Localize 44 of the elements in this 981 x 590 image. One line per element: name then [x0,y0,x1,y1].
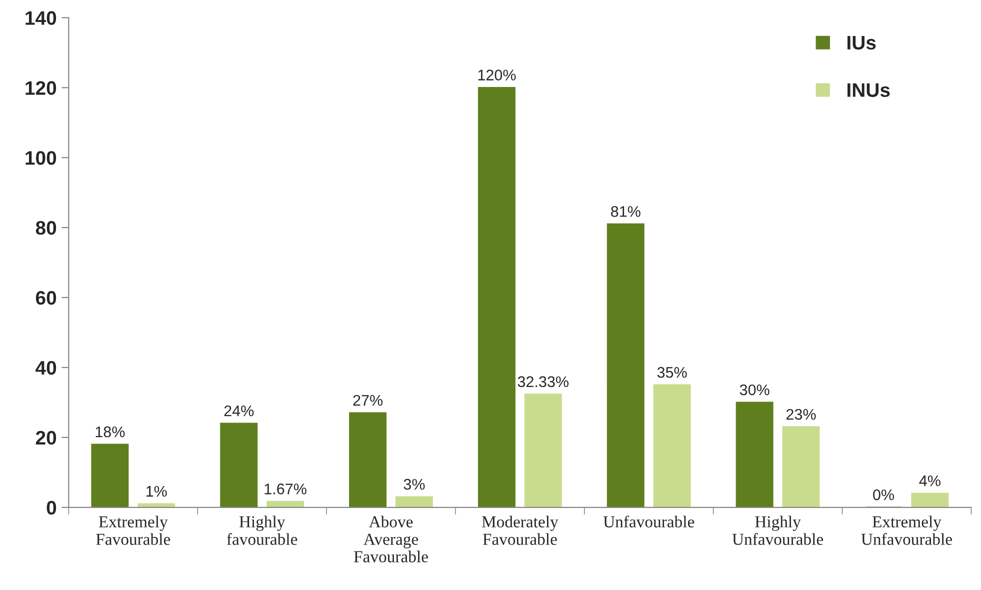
bar [349,412,387,508]
y-tick-label: 40 [36,360,56,375]
y-tick-label: 20 [36,430,56,445]
data-label: 27% [353,394,383,406]
bar [911,492,949,508]
y-tick-label: 60 [36,290,56,305]
bar [606,223,644,508]
data-label: 24% [224,405,254,416]
data-label: 18% [96,426,125,438]
bar [478,86,516,508]
legend-label: INUs [848,83,890,97]
bar [91,444,129,508]
data-label: 32.33% [518,376,569,388]
data-label: 30% [740,384,770,396]
x-tick-label: Extremely Unfavourable [861,516,952,545]
data-label: 1% [146,486,167,497]
y-tick-label: 80 [36,221,56,235]
bar [736,402,774,508]
y-tick-label: 0 [46,500,56,515]
bar [220,422,258,508]
legend-label: IUs [848,36,876,50]
data-label: 4% [919,475,940,486]
x-tick-label: Highly Unfavourable [732,516,824,545]
y-tick-label: 100 [26,151,56,165]
bar [138,503,176,508]
data-label: 81% [611,206,640,217]
x-tick-label: Highly favourable [226,516,298,545]
data-label: 35% [657,366,687,378]
data-label: 120% [478,70,516,80]
bar [653,384,691,508]
data-label: 23% [786,408,816,420]
bar [395,496,433,508]
x-tick-label: Extremely Favourable [96,516,170,545]
x-tick-label: Unfavourable [603,516,694,528]
x-tick-label: Moderately Favourable [482,516,558,545]
bar [524,394,562,508]
x-tick-label: Above Average Favourable [354,516,428,562]
y-tick-label: 120 [26,81,56,95]
y-tick-label: 140 [26,11,56,25]
bar [782,426,820,508]
data-label: 3% [404,478,425,490]
data-label: 1.67% [264,484,306,494]
bar [266,500,304,508]
data-label: 0% [873,489,894,500]
